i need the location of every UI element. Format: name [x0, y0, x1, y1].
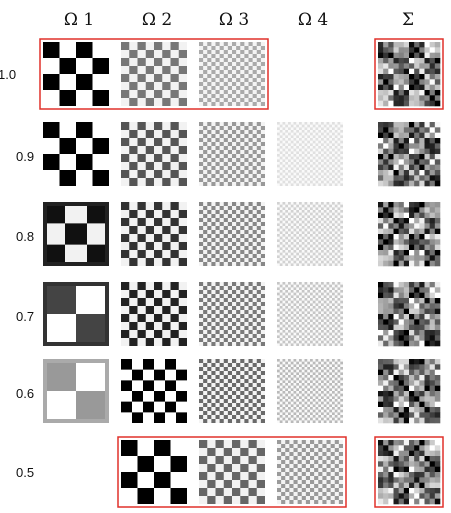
pattern-tile-r3-c4	[277, 202, 343, 266]
pattern-tile-r6-c2	[121, 440, 187, 504]
pattern-tile-r6-c3	[199, 440, 265, 504]
sum-tile-r4	[378, 282, 441, 347]
pattern-tile-r1-c1	[43, 42, 109, 106]
column-header-omega-4: Ω 4	[298, 10, 328, 30]
highlight-frame-2	[374, 38, 444, 110]
pattern-tile-r2-c3	[199, 122, 266, 186]
pattern-grid	[43, 42, 441, 505]
pattern-tile-r1-c3	[199, 42, 266, 106]
row-label-0.9: 0.9	[16, 149, 34, 164]
pattern-tile-r4-c2	[121, 282, 187, 346]
pattern-tile-r3-c1	[43, 202, 109, 266]
sum-tile-r6	[378, 440, 441, 505]
row-label-0.8: 0.8	[16, 229, 34, 244]
pattern-tile-r1-c2	[121, 42, 187, 106]
pattern-tile-r6-c4	[277, 440, 344, 504]
column-header-omega-3: Ω 3	[219, 10, 249, 30]
highlight-frame-1	[39, 38, 269, 110]
pattern-tile-r2-c2	[121, 122, 187, 186]
row-label-0.6: 0.6	[16, 386, 34, 401]
pattern-tile-r5-c3	[199, 359, 266, 423]
pattern-tile-r4-c3	[199, 282, 266, 346]
highlight-frame-3	[117, 436, 347, 508]
pattern-tile-r4-c4	[277, 282, 343, 346]
column-header-sigma: Σ	[402, 10, 414, 30]
pattern-tile-r4-c1	[43, 282, 109, 346]
row-label-0.7: 0.7	[16, 309, 34, 324]
column-header-omega-2: Ω 2	[142, 10, 172, 30]
pattern-tile-r2-c1	[43, 122, 109, 186]
sum-tile-r5	[378, 359, 441, 424]
sum-tile-r2	[378, 122, 441, 187]
pattern-tile-r5-c2	[121, 359, 187, 423]
row-label-1.0: 1.0	[0, 67, 16, 82]
pattern-tile-r3-c3	[199, 202, 266, 266]
highlight-frame-4	[374, 436, 444, 508]
column-header-omega-1: Ω 1	[64, 10, 94, 30]
pattern-tile-r3-c2	[121, 202, 187, 266]
sum-tile-r3	[378, 202, 441, 267]
pattern-tile-r5-c4	[277, 359, 343, 423]
row-label-0.5: 0.5	[16, 465, 34, 480]
pattern-tile-r2-c4	[277, 122, 343, 186]
highlight-frames	[39, 38, 444, 508]
pattern-tile-r5-c1	[43, 359, 109, 423]
sum-tile-r1	[378, 42, 441, 107]
